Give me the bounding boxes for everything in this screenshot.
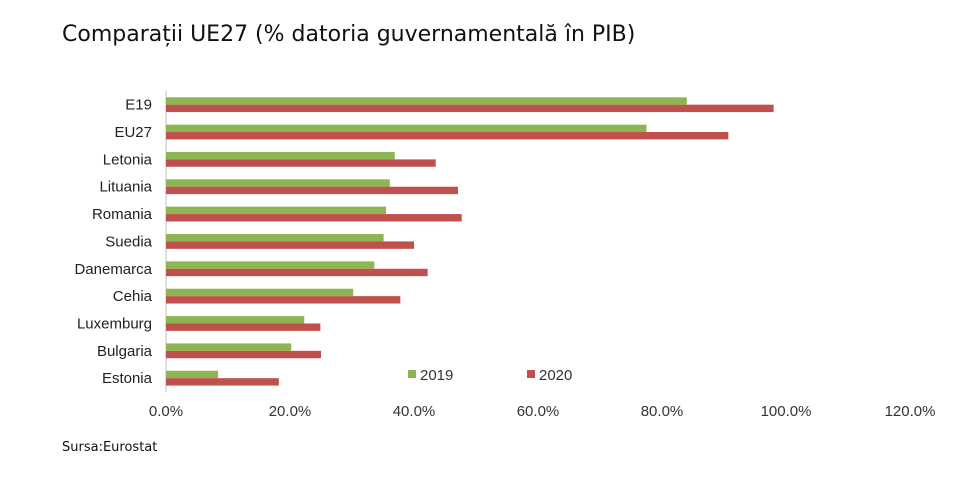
category-label: Luxemburg bbox=[77, 315, 152, 332]
x-tick-label: 80.0% bbox=[641, 403, 684, 420]
bar-2020 bbox=[166, 159, 436, 167]
bar-2020 bbox=[166, 186, 459, 195]
category-label: Bulgaria bbox=[97, 343, 153, 360]
bar-2019 bbox=[166, 370, 219, 379]
bar-2019 bbox=[166, 261, 375, 269]
bar-2020 bbox=[166, 104, 774, 113]
category-label: Cehia bbox=[113, 288, 153, 305]
bar-2020 bbox=[166, 378, 279, 386]
bar-2019 bbox=[166, 288, 354, 297]
category-label: EU27 bbox=[114, 124, 152, 141]
legend-swatch-2020 bbox=[527, 370, 535, 378]
x-tick-label: 100.0% bbox=[761, 403, 812, 420]
category-label: E19 bbox=[125, 97, 152, 114]
category-label: Estonia bbox=[102, 370, 153, 387]
legend-label: 2019 bbox=[420, 367, 453, 384]
bar-2019 bbox=[166, 343, 292, 351]
bar-2019 bbox=[166, 179, 390, 187]
bar-2020 bbox=[166, 214, 462, 222]
source-note: Sursa:Eurostat bbox=[62, 440, 158, 455]
chart-title: Comparații UE27 (% datoria guvernamental… bbox=[62, 22, 636, 47]
category-label: Danemarca bbox=[74, 261, 152, 278]
bar-2020 bbox=[166, 350, 321, 359]
bar-2020 bbox=[166, 132, 729, 140]
bar-2020 bbox=[166, 323, 321, 331]
category-label: Suedia bbox=[105, 233, 152, 250]
category-label: Romania bbox=[92, 206, 153, 223]
bar-2020 bbox=[166, 241, 414, 249]
bar-2020 bbox=[166, 296, 401, 304]
x-tick-label: 120.0% bbox=[885, 403, 936, 420]
legend-label: 2020 bbox=[539, 367, 572, 384]
x-tick-label: 60.0% bbox=[517, 403, 560, 420]
bar-2019 bbox=[166, 234, 384, 242]
bar-2019 bbox=[166, 206, 387, 215]
x-tick-label: 40.0% bbox=[393, 403, 436, 420]
x-tick-label: 0.0% bbox=[149, 403, 183, 420]
bar-2020 bbox=[166, 268, 428, 277]
x-tick-label: 20.0% bbox=[269, 403, 312, 420]
category-label: Lituania bbox=[99, 179, 152, 196]
category-label: Letonia bbox=[103, 151, 153, 168]
bar-2019 bbox=[166, 97, 687, 105]
bar-2019 bbox=[166, 124, 647, 133]
bar-2019 bbox=[166, 151, 395, 160]
bar-2019 bbox=[166, 316, 305, 324]
legend-swatch-2019 bbox=[408, 370, 416, 378]
